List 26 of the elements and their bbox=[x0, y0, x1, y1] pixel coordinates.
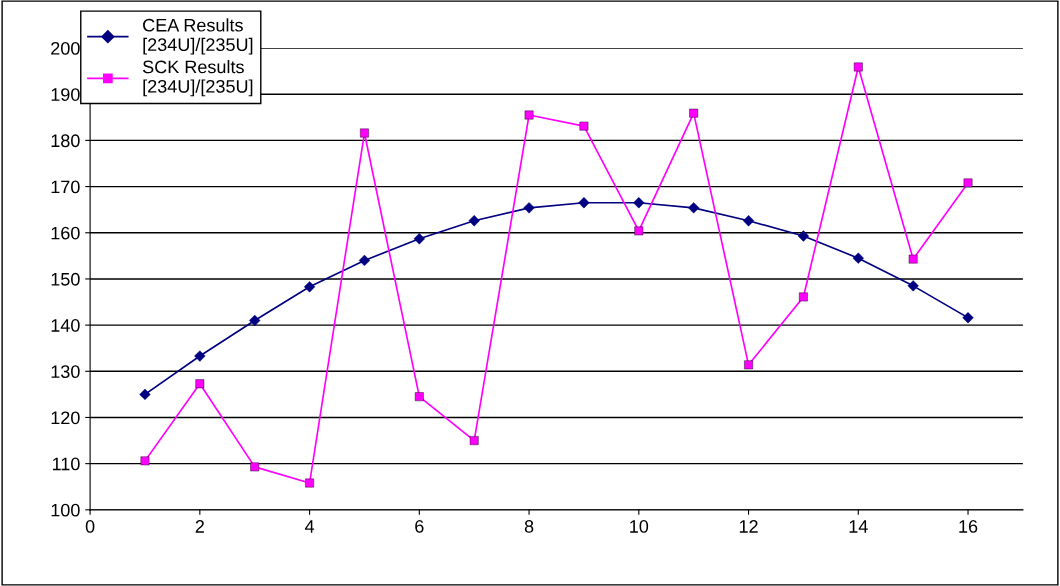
y-tick-label: 200 bbox=[51, 41, 80, 55]
y-tick-label: 180 bbox=[51, 134, 80, 148]
x-tick-label: 12 bbox=[739, 520, 758, 533]
y-tick-label: 100 bbox=[51, 503, 80, 517]
point bbox=[194, 350, 206, 362]
x-tick-label: 10 bbox=[630, 520, 649, 533]
point bbox=[799, 292, 808, 302]
x-tick-label: 14 bbox=[849, 520, 868, 533]
y-tick-label: 110 bbox=[52, 457, 80, 471]
y-tick-label: 160 bbox=[51, 226, 80, 240]
x-tick-label: 6 bbox=[415, 520, 424, 533]
y-tick-label: 120 bbox=[51, 411, 80, 425]
legend-label: CEA Results [234U]/[235U] bbox=[143, 18, 253, 55]
point bbox=[523, 202, 535, 214]
y-tick-label: 170 bbox=[51, 180, 80, 194]
point bbox=[742, 215, 755, 227]
y-tick-label: 150 bbox=[51, 272, 80, 286]
x-tick-label: 16 bbox=[959, 520, 978, 533]
x-tick-label: 4 bbox=[304, 520, 315, 533]
y-tick-label: 130 bbox=[51, 365, 80, 379]
y-tick-label: 140 bbox=[51, 319, 80, 332]
x-tick-label: 8 bbox=[524, 520, 534, 533]
y-tick-label: 190 bbox=[51, 88, 80, 101]
x-tick-label: 0 bbox=[85, 520, 95, 533]
legend-label: SCK Results [234U]/[235U] bbox=[142, 60, 253, 97]
x-tick-label: 2 bbox=[195, 520, 204, 533]
